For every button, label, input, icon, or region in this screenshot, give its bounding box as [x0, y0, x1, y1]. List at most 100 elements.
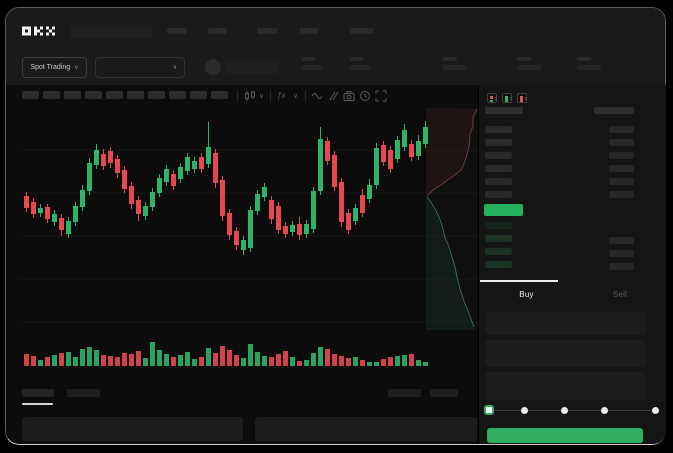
candle-body — [178, 167, 183, 179]
timeframe-chip[interactable] — [85, 91, 102, 99]
ask-row-amount[interactable] — [609, 191, 634, 198]
ticker-stat-label — [577, 57, 591, 61]
orderbook-view-both-icon[interactable] — [487, 93, 497, 103]
ticker-stat-value — [302, 65, 322, 70]
okx-logo[interactable] — [22, 26, 55, 36]
ask-row-amount[interactable] — [609, 178, 634, 185]
volume-bar — [346, 358, 351, 366]
bid-row-price[interactable] — [485, 248, 512, 255]
bid-row-price[interactable] — [485, 261, 512, 268]
fullscreen-icon[interactable] — [375, 90, 387, 102]
ticker-stat-label — [350, 57, 363, 61]
bottom-action[interactable] — [388, 389, 421, 397]
candlestick-chart[interactable] — [18, 104, 478, 368]
timeframe-chip[interactable] — [64, 91, 81, 99]
timeframe-chip[interactable] — [190, 91, 207, 99]
nav-item[interactable] — [300, 28, 318, 34]
pair-dropdown[interactable]: ∨ — [95, 57, 185, 78]
ask-row-price[interactable] — [485, 139, 512, 146]
timeframe-chip[interactable] — [43, 91, 60, 99]
candle-body — [402, 130, 407, 147]
price-input[interactable] — [485, 312, 645, 335]
orders-row-placeholder — [22, 417, 243, 441]
bid-row-amount[interactable] — [609, 263, 634, 270]
candle-body — [311, 191, 316, 229]
volume-bar — [206, 348, 211, 366]
compare-icon[interactable] — [327, 90, 339, 102]
ask-row-price[interactable] — [485, 191, 512, 198]
timeframe-chip[interactable] — [22, 91, 39, 99]
nav-item[interactable] — [257, 28, 277, 34]
history-clock-icon[interactable] — [359, 90, 371, 102]
line-tool-icon[interactable] — [311, 90, 323, 102]
volume-bar — [94, 350, 99, 366]
last-price-badge[interactable] — [484, 204, 523, 216]
timeframe-chip[interactable] — [106, 91, 123, 99]
search-input[interactable] — [70, 25, 152, 38]
bottom-tab[interactable] — [67, 389, 100, 397]
candle-body — [332, 155, 337, 187]
market-type-selector[interactable]: Spot Trading ∨ — [22, 57, 87, 78]
bid-row-amount[interactable] — [609, 237, 634, 244]
tab-sell[interactable]: Sell — [575, 284, 665, 300]
amount-input[interactable] — [485, 340, 645, 367]
volume-bar — [73, 357, 78, 366]
ask-row-price[interactable] — [485, 126, 512, 133]
slider-stop[interactable] — [601, 407, 608, 414]
candle-body — [304, 224, 309, 234]
nav-item[interactable] — [350, 28, 373, 34]
volume-bar — [318, 347, 323, 366]
orders-row-placeholder — [255, 417, 477, 441]
volume-bar — [157, 350, 162, 366]
ask-row-amount[interactable] — [609, 152, 634, 159]
candle-body — [290, 225, 295, 232]
candle-body — [381, 145, 386, 162]
timeframe-chip[interactable] — [148, 91, 165, 99]
orderbook-view-bids-icon[interactable] — [502, 93, 512, 103]
bid-row-price[interactable] — [485, 222, 512, 229]
indicators-fx-icon[interactable]: ƒx — [277, 91, 286, 100]
tab-buy[interactable]: Buy — [478, 284, 575, 300]
candle-body — [346, 213, 351, 230]
bottom-tab-active[interactable] — [22, 389, 54, 397]
camera-icon[interactable] — [343, 90, 355, 102]
bid-row-amount[interactable] — [609, 250, 634, 257]
slider-stop[interactable] — [652, 407, 659, 414]
volume-bar — [143, 358, 148, 366]
timeframe-chip[interactable] — [211, 91, 228, 99]
ask-row-amount[interactable] — [609, 165, 634, 172]
candle-body — [227, 213, 232, 235]
ask-row-price[interactable] — [485, 178, 512, 185]
nav-item[interactable] — [208, 28, 227, 34]
volume-bar — [45, 357, 50, 366]
ask-row-price[interactable] — [485, 165, 512, 172]
volume-bar — [276, 354, 281, 366]
ask-row-amount[interactable] — [609, 126, 634, 133]
total-input[interactable] — [485, 372, 645, 400]
ask-row-price[interactable] — [485, 152, 512, 159]
bottom-action[interactable] — [430, 389, 458, 397]
chevron-down-icon[interactable]: ∨ — [259, 93, 265, 100]
volume-bar — [269, 357, 274, 366]
candle-type-icon[interactable] — [244, 90, 256, 102]
volume-bar — [248, 344, 253, 366]
ask-row-amount[interactable] — [609, 139, 634, 146]
candle-body — [395, 140, 400, 159]
candle-body — [318, 139, 323, 191]
candle-body — [255, 194, 260, 211]
slider-stop[interactable] — [521, 407, 528, 414]
depth-asks-line — [426, 108, 478, 197]
chevron-down-icon[interactable]: ∨ — [293, 93, 299, 100]
nav-item[interactable] — [167, 28, 187, 34]
orderbook-view-asks-icon[interactable] — [517, 93, 527, 103]
amount-slider-handle[interactable] — [484, 405, 494, 415]
amount-slider-track[interactable] — [489, 410, 657, 411]
slider-stop[interactable] — [561, 407, 568, 414]
timeframe-chip[interactable] — [127, 91, 144, 99]
candle-body — [276, 206, 281, 230]
bid-row-price[interactable] — [485, 235, 512, 242]
timeframe-chip[interactable] — [169, 91, 186, 99]
volume-bar — [402, 355, 407, 366]
buy-submit-button[interactable] — [487, 428, 643, 443]
